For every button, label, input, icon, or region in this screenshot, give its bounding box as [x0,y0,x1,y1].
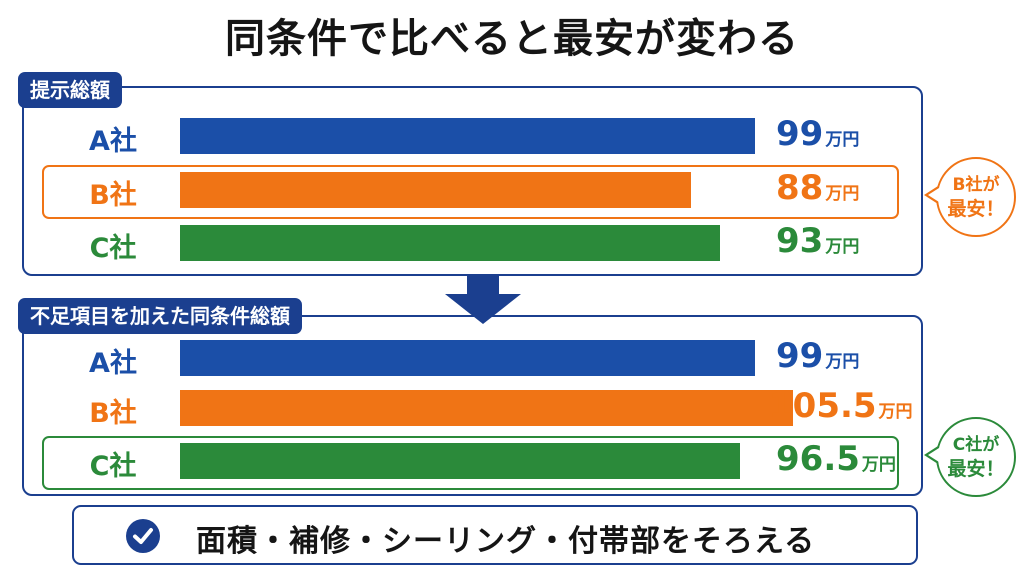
value-unit: 万円 [825,184,860,204]
value-unit: 万円 [825,130,860,150]
callout-line-2: 最安！ [947,458,1005,480]
check-circle-icon [126,519,160,553]
value-unit: 万円 [825,352,860,372]
value-unit: 万円 [825,237,860,257]
value-label: 105.5 万円 [769,386,913,426]
down-arrow-icon [445,274,521,324]
value-number: 99 [776,336,824,376]
category-label: C社 [89,233,137,264]
category-label: C社 [89,451,137,482]
footer-note: 面積・補修・シーリング・付帯部をそろえる [72,505,918,565]
bar [180,340,755,376]
value-number: 105.5 [769,386,877,426]
highlight-row [42,165,899,219]
category-label: B社 [89,398,137,429]
value-number: 93 [776,221,824,261]
panel-title-equal-condition-total: 不足項目を加えた同条件総額 [18,298,302,334]
cheapest-callout: C社が最安！ [936,417,1016,497]
callout-line-2: 最安！ [947,198,1005,220]
value-label: 93 万円 [776,221,859,261]
value-label: 99 万円 [776,336,859,376]
callout-line-1: B社が [952,175,1000,195]
bar [180,118,755,154]
highlight-row [42,436,899,490]
category-label: A社 [89,126,137,157]
callout-tail-inner [928,188,939,202]
value-label: 96.5 万円 [776,439,896,479]
cheapest-callout: B社が最安！ [936,157,1016,237]
value-number: 88 [776,168,824,208]
value-label: 99 万円 [776,114,859,154]
bar [180,172,692,208]
callout-tail-inner [928,448,939,462]
bar [180,390,793,426]
category-label: B社 [89,180,137,211]
value-number: 99 [776,114,824,154]
value-label: 88 万円 [776,168,859,208]
page-title: 同条件で比べると最安が変わる [225,16,799,62]
footer-text: 面積・補修・シーリング・付帯部をそろえる [196,524,816,559]
bar [180,443,741,479]
callout-line-1: C社が [952,435,1000,455]
category-label: A社 [89,348,137,379]
value-number: 96.5 [776,439,860,479]
value-unit: 万円 [878,402,913,422]
value-unit: 万円 [861,455,896,475]
bar [180,225,721,261]
panel-title-offered-total: 提示総額 [18,72,122,108]
